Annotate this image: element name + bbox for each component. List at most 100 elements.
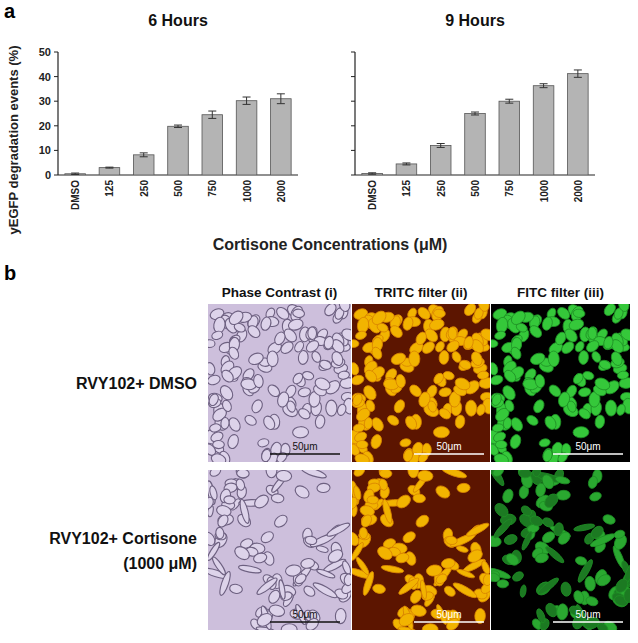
cell	[419, 579, 427, 599]
error-bar	[174, 125, 182, 127]
cell	[352, 374, 365, 387]
row-label: (1000 μM)	[123, 555, 197, 572]
cell	[529, 514, 545, 528]
cell	[386, 413, 401, 427]
cell	[503, 533, 518, 546]
cell	[556, 451, 569, 462]
cell	[465, 521, 490, 538]
cell	[416, 305, 433, 322]
cell	[397, 576, 421, 597]
cell	[246, 323, 262, 339]
cell	[432, 372, 446, 386]
cell	[492, 517, 514, 540]
error-cap	[402, 164, 410, 165]
cell	[402, 448, 414, 462]
cell	[409, 351, 420, 367]
cell	[609, 350, 624, 367]
x-tick-label: 1000	[539, 180, 550, 203]
cell	[475, 403, 486, 417]
cell	[518, 470, 531, 478]
bar	[499, 101, 520, 175]
cell	[529, 351, 547, 367]
cell	[354, 330, 367, 341]
x-tick-label: 500	[173, 180, 184, 197]
bar	[65, 174, 86, 175]
error-bar	[437, 144, 445, 148]
error-stem	[280, 94, 281, 104]
cell	[520, 530, 534, 551]
error-cap	[471, 112, 479, 113]
cell	[422, 624, 438, 630]
column-header: Phase Contrast (i)	[222, 285, 338, 300]
cell	[445, 535, 458, 545]
cell	[566, 400, 577, 413]
cell	[402, 447, 415, 462]
cell	[437, 407, 452, 421]
cell	[304, 325, 320, 342]
cell	[370, 308, 389, 327]
cell	[491, 571, 501, 583]
bars	[65, 94, 291, 175]
error-stem	[440, 144, 441, 148]
cell	[305, 535, 318, 545]
cell	[226, 433, 240, 450]
cell	[543, 414, 558, 431]
error-cap	[368, 172, 376, 173]
cell	[578, 387, 592, 398]
cell	[556, 603, 568, 620]
x-tick-label: 2000	[573, 180, 584, 203]
cell	[403, 414, 418, 431]
cell	[401, 316, 414, 332]
cell	[427, 400, 438, 413]
cell	[308, 327, 317, 340]
micrograph-background	[208, 304, 351, 462]
bar	[202, 115, 223, 175]
chart: 6 Hours01020304050DMSO125250500750100020…	[6, 12, 298, 235]
cell	[395, 552, 410, 565]
cell	[538, 438, 551, 448]
row-label: RVY102+ DMSO	[76, 375, 197, 392]
cell	[297, 407, 312, 421]
cell	[326, 547, 345, 565]
error-cap	[277, 93, 285, 94]
cell	[534, 552, 549, 565]
error-cap	[208, 118, 216, 119]
cell	[363, 368, 379, 384]
cell	[492, 423, 505, 433]
x-tick-label: 750	[504, 180, 515, 197]
bar	[396, 164, 417, 175]
cell	[352, 392, 364, 407]
cell	[426, 564, 443, 577]
bar	[271, 99, 292, 175]
micrograph	[352, 304, 490, 462]
cell	[392, 398, 406, 414]
cell	[394, 493, 413, 511]
cell	[587, 475, 599, 489]
cell	[209, 423, 222, 433]
y-axis	[354, 52, 355, 175]
row-label: RVY102+ Cortisone	[49, 530, 197, 547]
cell	[372, 583, 386, 594]
cell	[593, 376, 612, 392]
cell	[491, 392, 503, 407]
cell	[555, 475, 571, 485]
cell	[491, 340, 498, 348]
cell	[291, 371, 305, 385]
x-tick-label: 125	[104, 180, 115, 197]
cell	[227, 308, 246, 327]
cell	[509, 433, 523, 450]
cell	[595, 572, 612, 588]
cell	[442, 535, 458, 550]
panel-label: b	[4, 262, 16, 284]
error-bar	[208, 111, 216, 118]
micrograph-background	[352, 470, 490, 630]
cell	[220, 368, 236, 384]
cell	[578, 350, 589, 365]
cell	[326, 400, 338, 416]
cell	[556, 530, 572, 547]
cell	[617, 370, 629, 379]
cell	[588, 327, 597, 340]
cell	[542, 448, 554, 462]
cell	[259, 530, 275, 545]
cell	[297, 387, 311, 398]
